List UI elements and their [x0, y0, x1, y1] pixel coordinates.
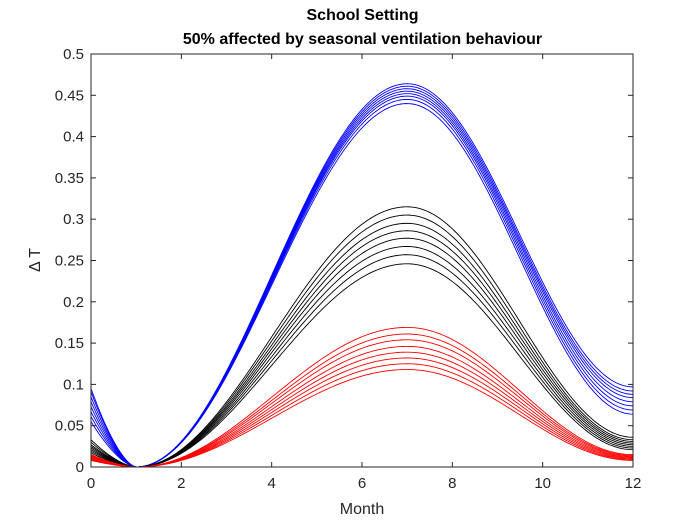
x-axis-ticks: 0 2 4 6 8 10 12 — [87, 54, 642, 492]
series-line-group2-1 — [90, 263, 634, 468]
chart-title-block: School Setting 50% affected by seasonal … — [0, 4, 700, 52]
x-tick-label: 8 — [448, 475, 456, 492]
y-axis-ticks: 0 0.05 0.1 0.15 0.2 0.25 0.3 0.35 0.4 0.45 0.5 — [55, 46, 633, 476]
x-tick-label: 12 — [625, 475, 642, 492]
y-tick-label: 0.05 — [55, 418, 84, 435]
series-layer — [90, 83, 634, 468]
chart-title: School Setting — [306, 7, 419, 24]
y-tick-label: 0.2 — [63, 294, 84, 311]
series-line-group3-8 — [90, 326, 634, 468]
y-tick-label: 0.4 — [63, 129, 84, 146]
y-tick-label: 0.1 — [63, 376, 84, 393]
y-tick-label: 0.5 — [63, 46, 84, 63]
series-line-group2-2 — [90, 254, 634, 468]
plot-area — [91, 54, 633, 467]
x-tick-label: 2 — [177, 475, 185, 492]
y-axis-label: Δ T — [27, 248, 44, 272]
series-line-group2-6 — [90, 222, 634, 468]
y-tick-label: 0 — [76, 459, 84, 476]
x-tick-label: 10 — [534, 475, 551, 492]
x-tick-label: 0 — [87, 475, 95, 492]
y-tick-label: 0.35 — [55, 170, 84, 187]
y-tick-label: 0.15 — [55, 335, 84, 352]
y-tick-label: 0.25 — [55, 253, 84, 270]
x-tick-label: 4 — [267, 475, 275, 492]
series-line-group2-3 — [90, 246, 634, 468]
y-tick-label: 0.3 — [63, 211, 84, 228]
x-axis-label: Month — [340, 501, 384, 518]
series-line-group2-8 — [90, 206, 634, 468]
plot-background — [91, 54, 633, 467]
x-tick-label: 6 — [358, 475, 366, 492]
chart-subtitle: 50% affected by seasonal ventilation beh… — [182, 31, 543, 48]
y-tick-label: 0.45 — [55, 87, 84, 104]
series-line-group1-8 — [90, 83, 634, 468]
